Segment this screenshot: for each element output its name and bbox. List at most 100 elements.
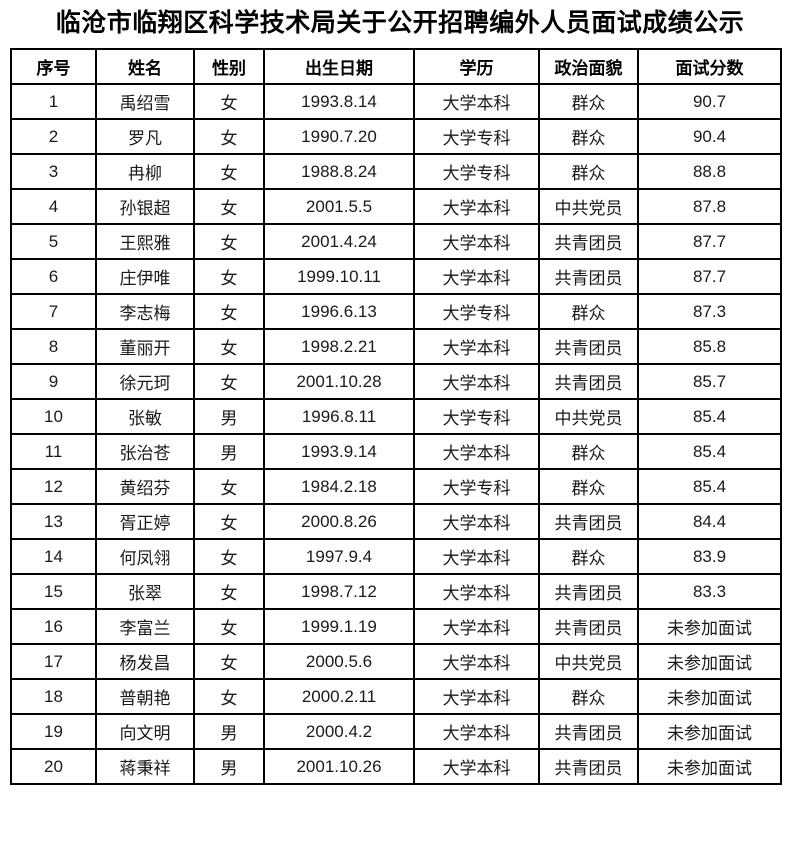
- table-cell: 女: [193, 293, 265, 330]
- table-cell: 大学专科: [413, 468, 540, 505]
- table-cell: 2000.5.6: [263, 643, 415, 680]
- table-cell: 普朝艳: [95, 678, 195, 715]
- table-cell: 未参加面试: [637, 678, 782, 715]
- table-cell: 中共党员: [538, 643, 639, 680]
- table-cell: 85.7: [637, 363, 782, 400]
- table-cell: 19: [10, 713, 97, 750]
- table-header-cell: 姓名: [95, 48, 195, 85]
- table-cell: 1997.9.4: [263, 538, 415, 575]
- table-cell: 大学本科: [413, 503, 540, 540]
- table-cell: 14: [10, 538, 97, 575]
- table-cell: 孙银超: [95, 188, 195, 225]
- table-cell: 向文明: [95, 713, 195, 750]
- table-cell: 1993.8.14: [263, 83, 415, 120]
- table-cell: 1999.10.11: [263, 258, 415, 295]
- table-cell: 群众: [538, 118, 639, 155]
- table-row: 7 李志梅女 1996.6.13 大学专科 群众 87.3: [10, 293, 782, 330]
- table-cell: 90.7: [637, 83, 782, 120]
- table-cell: 何凤翎: [95, 538, 195, 575]
- table-cell: 1: [10, 83, 97, 120]
- table-cell: 女: [193, 153, 265, 190]
- table-cell: 共青团员: [538, 713, 639, 750]
- table-cell: 群众: [538, 538, 639, 575]
- table-cell: 1998.2.21: [263, 328, 415, 365]
- table-cell: 大学本科: [413, 713, 540, 750]
- table-cell: 董丽开: [95, 328, 195, 365]
- table-row: 1 禹绍雪女 1993.8.14 大学本科 群众 90.7: [10, 83, 782, 120]
- table-cell: 女: [193, 538, 265, 575]
- table-row: 19 向文明男 2000.4.2 大学本科 共青团员 未参加面试: [10, 713, 782, 750]
- table-cell: 2001.10.28: [263, 363, 415, 400]
- table-cell: 87.3: [637, 293, 782, 330]
- table-cell: 10: [10, 398, 97, 435]
- table-cell: 中共党员: [538, 188, 639, 225]
- table-cell: 群众: [538, 468, 639, 505]
- table-header-row: 序号 姓名 性别 出生日期 学历 政治面貌 面试分数: [10, 48, 782, 85]
- table-cell: 2000.8.26: [263, 503, 415, 540]
- table-cell: 大学本科: [413, 363, 540, 400]
- table-cell: 15: [10, 573, 97, 610]
- table-cell: 1996.8.11: [263, 398, 415, 435]
- table-cell: 庄伊唯: [95, 258, 195, 295]
- table-cell: 大学本科: [413, 573, 540, 610]
- table-cell: 大学专科: [413, 153, 540, 190]
- table-row: 14 何凤翎女 1997.9.4 大学本科 群众 83.9: [10, 538, 782, 575]
- table-cell: 11: [10, 433, 97, 470]
- table-cell: 女: [193, 188, 265, 225]
- table-row: 18 普朝艳女 2000.2.11 大学本科 群众 未参加面试: [10, 678, 782, 715]
- table-cell: 杨发昌: [95, 643, 195, 680]
- table-cell: 4: [10, 188, 97, 225]
- table-cell: 未参加面试: [637, 713, 782, 750]
- table-cell: 85.8: [637, 328, 782, 365]
- table-row: 17 杨发昌女 2000.5.6 大学本科 中共党员 未参加面试: [10, 643, 782, 680]
- table-cell: 中共党员: [538, 398, 639, 435]
- table-cell: 共青团员: [538, 223, 639, 260]
- table-cell: 84.4: [637, 503, 782, 540]
- table-cell: 3: [10, 153, 97, 190]
- table-cell: 共青团员: [538, 573, 639, 610]
- table-cell: 1996.6.13: [263, 293, 415, 330]
- table-cell: 18: [10, 678, 97, 715]
- table-cell: 大学本科: [413, 433, 540, 470]
- table-cell: 1984.2.18: [263, 468, 415, 505]
- table-row: 12 黄绍芬女 1984.2.18 大学专科 群众 85.4: [10, 468, 782, 505]
- table-row: 15 张翠女 1998.7.12 大学本科 共青团员 83.3: [10, 573, 782, 610]
- table-cell: 未参加面试: [637, 608, 782, 645]
- table-header-cell: 序号: [10, 48, 97, 85]
- table-cell: 8: [10, 328, 97, 365]
- table-cell: 共青团员: [538, 608, 639, 645]
- table-cell: 女: [193, 258, 265, 295]
- table-cell: 88.8: [637, 153, 782, 190]
- table-cell: 徐元珂: [95, 363, 195, 400]
- table-cell: 大学本科: [413, 83, 540, 120]
- table-cell: 83.3: [637, 573, 782, 610]
- table-cell: 李富兰: [95, 608, 195, 645]
- table-row: 2 罗凡女 1990.7.20 大学专科 群众 90.4: [10, 118, 782, 155]
- table-row: 4 孙银超女 2001.5.5 大学本科 中共党员 87.8: [10, 188, 782, 225]
- table-cell: 12: [10, 468, 97, 505]
- table-row: 6 庄伊唯女 1999.10.11 大学本科 共青团员 87.7: [10, 258, 782, 295]
- table-cell: 2: [10, 118, 97, 155]
- table-cell: 大学本科: [413, 748, 540, 785]
- table-row: 20 蒋秉祥男 2001.10.26 大学本科 共青团员 未参加面试: [10, 748, 782, 785]
- table-cell: 大学专科: [413, 293, 540, 330]
- table-cell: 群众: [538, 433, 639, 470]
- table-cell: 83.9: [637, 538, 782, 575]
- table-cell: 大学本科: [413, 538, 540, 575]
- table-row: 5 王熙雅女 2001.4.24 大学本科 共青团员 87.7: [10, 223, 782, 260]
- table-cell: 9: [10, 363, 97, 400]
- table-cell: 87.7: [637, 258, 782, 295]
- table-row: 10 张敏男 1996.8.11 大学专科 中共党员 85.4: [10, 398, 782, 435]
- table-cell: 20: [10, 748, 97, 785]
- table-cell: 大学专科: [413, 398, 540, 435]
- table-cell: 共青团员: [538, 748, 639, 785]
- table-row: 8 董丽开女 1998.2.21 大学本科 共青团员 85.8: [10, 328, 782, 365]
- table-cell: 大学本科: [413, 258, 540, 295]
- table-cell: 胥正婷: [95, 503, 195, 540]
- table-cell: 群众: [538, 83, 639, 120]
- table-cell: 男: [193, 713, 265, 750]
- table-cell: 黄绍芬: [95, 468, 195, 505]
- table-cell: 7: [10, 293, 97, 330]
- table-cell: 群众: [538, 293, 639, 330]
